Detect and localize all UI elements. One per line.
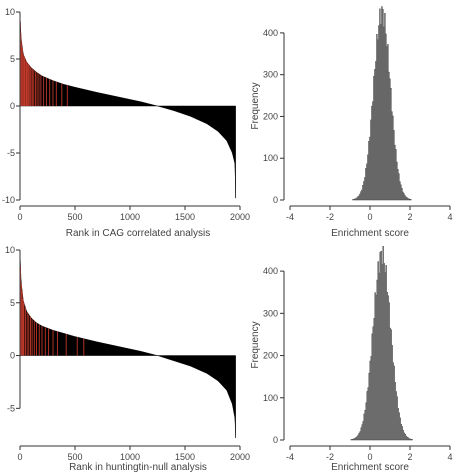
axes: 0 100 200 300 400 -4 -2 0 2 4 (263, 28, 453, 222)
x-tick-label: 0 (367, 212, 372, 222)
x-tick-label: 2000 (230, 212, 250, 222)
y-tick-label: 400 (263, 28, 278, 38)
x-tick-label: 1000 (120, 452, 140, 462)
rank-chart-htt-null: -5 0 5 10 0 500 1000 1500 2000 Rank in huntingti… (5, 245, 250, 473)
x-axis-label: Rank in huntingtin-null analysis (69, 462, 207, 473)
y-tick-label: 200 (263, 111, 278, 121)
y-axis-label: Frequency (250, 82, 261, 129)
y-tick-label: 0 (273, 195, 278, 205)
axes: -10 -5 0 5 10 0 500 1000 1500 2000 (2, 7, 250, 222)
x-tick-label: 4 (447, 452, 452, 462)
y-tick-label: -5 (7, 148, 15, 158)
x-tick-label: 1000 (120, 212, 140, 222)
x-tick-label: 2 (407, 212, 412, 222)
x-tick-label: -4 (286, 452, 294, 462)
ranked-bars (19, 16, 236, 199)
histogram-top: 0 100 200 300 400 -4 -2 0 2 4 Enrichment score Fr… (250, 6, 453, 239)
axes: 0 100 200 300 400 -4 -2 0 2 4 (263, 266, 453, 462)
x-tick-label: 500 (67, 212, 82, 222)
x-axis-label: Enrichment score (331, 228, 409, 239)
y-tick-label: -10 (2, 195, 15, 205)
x-tick-label: 4 (447, 212, 452, 222)
x-axis-label: Rank in CAG correlated analysis (66, 228, 211, 239)
rank-chart-cag: -10 -5 0 5 10 0 500 1000 1500 2000 Rank in CAG co… (2, 7, 250, 239)
axes: -5 0 5 10 0 500 1000 1500 2000 (5, 245, 250, 462)
histogram-bars (352, 6, 412, 201)
x-tick-label: 1500 (175, 452, 195, 462)
x-tick-label: 0 (17, 212, 22, 222)
highlighted-gene-bars (20, 266, 85, 356)
y-tick-label: 200 (263, 351, 278, 361)
y-tick-label: 300 (263, 70, 278, 80)
y-tick-label: -5 (7, 403, 15, 413)
y-tick-label: 300 (263, 308, 278, 318)
y-tick-label: 100 (263, 393, 278, 403)
x-tick-label: 0 (17, 452, 22, 462)
y-tick-label: 5 (10, 54, 15, 64)
x-tick-label: 500 (67, 452, 82, 462)
x-tick-label: 0 (367, 452, 372, 462)
histogram-bottom: 0 100 200 300 400 -4 -2 0 2 4 Enrichment score Fr… (250, 246, 453, 473)
y-tick-label: 0 (10, 351, 15, 361)
y-tick-label: 400 (263, 266, 278, 276)
y-tick-label: 100 (263, 153, 278, 163)
x-axis-label: Enrichment score (331, 462, 409, 473)
y-tick-label: 5 (10, 298, 15, 308)
y-axis-label: Frequency (250, 321, 261, 368)
y-tick-label: 10 (5, 7, 15, 17)
x-tick-label: 2000 (230, 452, 250, 462)
x-tick-label: 2 (407, 452, 412, 462)
x-tick-label: -2 (326, 452, 334, 462)
ranked-bars-area (19, 254, 236, 438)
x-tick-label: -4 (286, 212, 294, 222)
y-tick-label: 0 (273, 435, 278, 445)
y-tick-label: 0 (10, 101, 15, 111)
x-tick-label: -2 (326, 212, 334, 222)
x-tick-label: 1500 (175, 212, 195, 222)
histogram-bars (350, 246, 413, 441)
ranked-bars-area (19, 16, 236, 199)
ranked-bars (19, 254, 236, 438)
y-tick-label: 10 (5, 245, 15, 255)
highlighted-gene-bars (19, 21, 68, 106)
